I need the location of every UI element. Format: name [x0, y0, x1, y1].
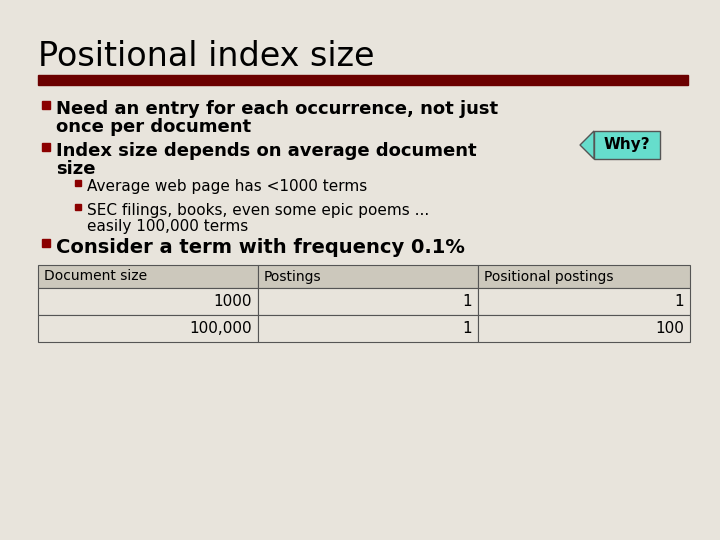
- Text: Positional postings: Positional postings: [484, 269, 613, 284]
- Text: Positional index size: Positional index size: [38, 40, 374, 73]
- Text: Why?: Why?: [603, 138, 650, 152]
- Text: Average web page has <1000 terms: Average web page has <1000 terms: [87, 179, 367, 194]
- Bar: [594, 131, 660, 159]
- Bar: [75, 180, 81, 186]
- Bar: [38, 315, 258, 342]
- Text: 100: 100: [655, 321, 684, 336]
- Text: 1: 1: [462, 321, 472, 336]
- Bar: [38, 75, 688, 85]
- Text: 1: 1: [462, 294, 472, 309]
- Text: Document size: Document size: [44, 269, 147, 284]
- Text: Need an entry for each occurrence, not just: Need an entry for each occurrence, not j…: [56, 100, 498, 118]
- Text: size: size: [56, 160, 96, 178]
- Text: 100,000: 100,000: [189, 321, 252, 336]
- Bar: [38, 265, 258, 288]
- Bar: [75, 204, 81, 210]
- Text: easily 100,000 terms: easily 100,000 terms: [87, 219, 248, 234]
- Text: Postings: Postings: [264, 269, 322, 284]
- Polygon shape: [580, 131, 594, 159]
- Text: SEC filings, books, even some epic poems ...: SEC filings, books, even some epic poems…: [87, 203, 429, 218]
- Text: Index size depends on average document: Index size depends on average document: [56, 142, 477, 160]
- Bar: [42, 143, 50, 151]
- Bar: [38, 288, 258, 315]
- Bar: [258, 288, 478, 315]
- Bar: [478, 315, 690, 342]
- Bar: [42, 239, 50, 247]
- Text: 1: 1: [675, 294, 684, 309]
- Text: Consider a term with frequency 0.1%: Consider a term with frequency 0.1%: [56, 238, 465, 257]
- Text: once per document: once per document: [56, 118, 251, 136]
- Text: 1000: 1000: [214, 294, 252, 309]
- Bar: [42, 101, 50, 109]
- Bar: [258, 265, 478, 288]
- Bar: [478, 288, 690, 315]
- Bar: [258, 315, 478, 342]
- Bar: [478, 265, 690, 288]
